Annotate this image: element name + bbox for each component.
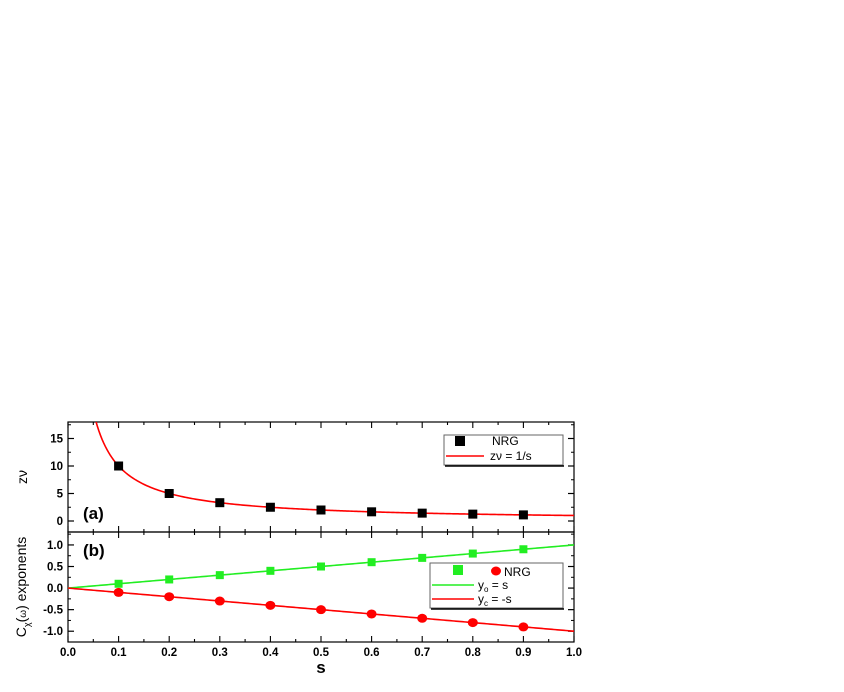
- x-tick-label: 0.8: [465, 647, 482, 659]
- data-point-square: [215, 498, 225, 508]
- legend-label-nrg: NRG: [504, 565, 531, 579]
- legend-label-yc-part: = -s: [488, 592, 512, 606]
- legend-label-yc: yc = -s: [478, 592, 512, 608]
- data-point-circle: [214, 596, 225, 606]
- data-point-square: [165, 575, 174, 584]
- y-axis-label-a: zν: [14, 470, 30, 484]
- y-axis-label-part: C: [13, 627, 29, 637]
- data-point-square: [316, 505, 326, 515]
- data-point-square: [468, 509, 478, 519]
- legend-marker-circle: [491, 566, 501, 576]
- x-tick-label: 0.2: [161, 647, 177, 659]
- data-point-square: [317, 562, 325, 571]
- data-point-square: [164, 489, 174, 498]
- data-point-square: [468, 549, 477, 558]
- x-tick-label: 0.0: [60, 647, 76, 659]
- data-point-circle: [417, 613, 428, 623]
- y-axis-label-part: ω: [18, 610, 29, 618]
- y-tick-label: 0.0: [47, 583, 63, 595]
- data-point-square: [519, 545, 528, 554]
- x-tick-label: 1.0: [566, 647, 582, 659]
- legend-label-yo-part: = s: [488, 578, 508, 592]
- x-tick-label: 0.3: [212, 647, 228, 659]
- x-tick-label: 0.1: [111, 647, 128, 659]
- y-axis-label-part: (: [13, 617, 29, 622]
- legend-marker-square: [455, 436, 465, 446]
- y-axis-label-part: χ: [22, 622, 32, 627]
- data-point-square: [418, 553, 427, 562]
- legend-label-yc-part: c: [484, 599, 488, 608]
- data-point-circle: [316, 605, 326, 615]
- data-point-square: [367, 558, 376, 567]
- x-tick-label: 0.6: [364, 647, 380, 659]
- data-point-square: [114, 461, 124, 471]
- x-tick-label: 0.7: [414, 647, 430, 659]
- data-point-square: [266, 566, 275, 575]
- y-axis-label-b: Cχ(ω) exponents: [13, 537, 32, 638]
- panel-b: -1.0 -0.5 0.0 0.5 1.0 0.0 0.1 0.2 0.3 0.4 0.5 0.6 0.…: [43, 531, 582, 659]
- data-point-square: [265, 502, 275, 512]
- data-point-circle: [265, 600, 276, 610]
- data-point-circle: [467, 618, 478, 628]
- panel-label: (a): [83, 504, 104, 523]
- x-tick-label: 0.4: [262, 647, 279, 659]
- legend-label-yo-part: o: [484, 585, 489, 594]
- data-point-square: [518, 510, 528, 520]
- y-tick-label: 0: [57, 516, 63, 528]
- legend-label-yo: yo = s: [478, 578, 508, 594]
- data-point-square: [215, 571, 224, 580]
- legend-label-yc-part: y: [478, 592, 484, 606]
- data-point-square: [114, 579, 123, 588]
- y-tick-label: 5: [57, 489, 64, 501]
- data-point-square: [367, 507, 377, 517]
- panel-label: (b): [83, 541, 105, 560]
- legend-marker-square: [453, 565, 463, 575]
- x-axis-label: s: [316, 658, 325, 677]
- x-tick-label: 0.5: [313, 647, 330, 659]
- data-point-square: [417, 508, 427, 518]
- data-point-circle: [113, 587, 124, 597]
- data-point-circle: [164, 592, 175, 602]
- y-tick-label: -0.5: [43, 605, 63, 617]
- y-tick-label: 0.5: [47, 562, 64, 574]
- legend-label-nrg: NRG: [492, 434, 519, 448]
- y-tick-label: 1.0: [47, 540, 63, 552]
- data-point-circle: [518, 622, 529, 632]
- y-tick-label: -1.0: [43, 626, 63, 638]
- y-tick-label: 10: [50, 461, 63, 473]
- y-axis-label-part: ) exponents: [13, 537, 29, 610]
- legend-label-yo-part: y: [478, 578, 484, 592]
- x-tick-label: 0.9: [515, 647, 531, 659]
- legend-label-fit: zν = 1/s: [490, 449, 532, 463]
- y-tick-label: 15: [50, 434, 63, 446]
- data-point-circle: [366, 609, 377, 619]
